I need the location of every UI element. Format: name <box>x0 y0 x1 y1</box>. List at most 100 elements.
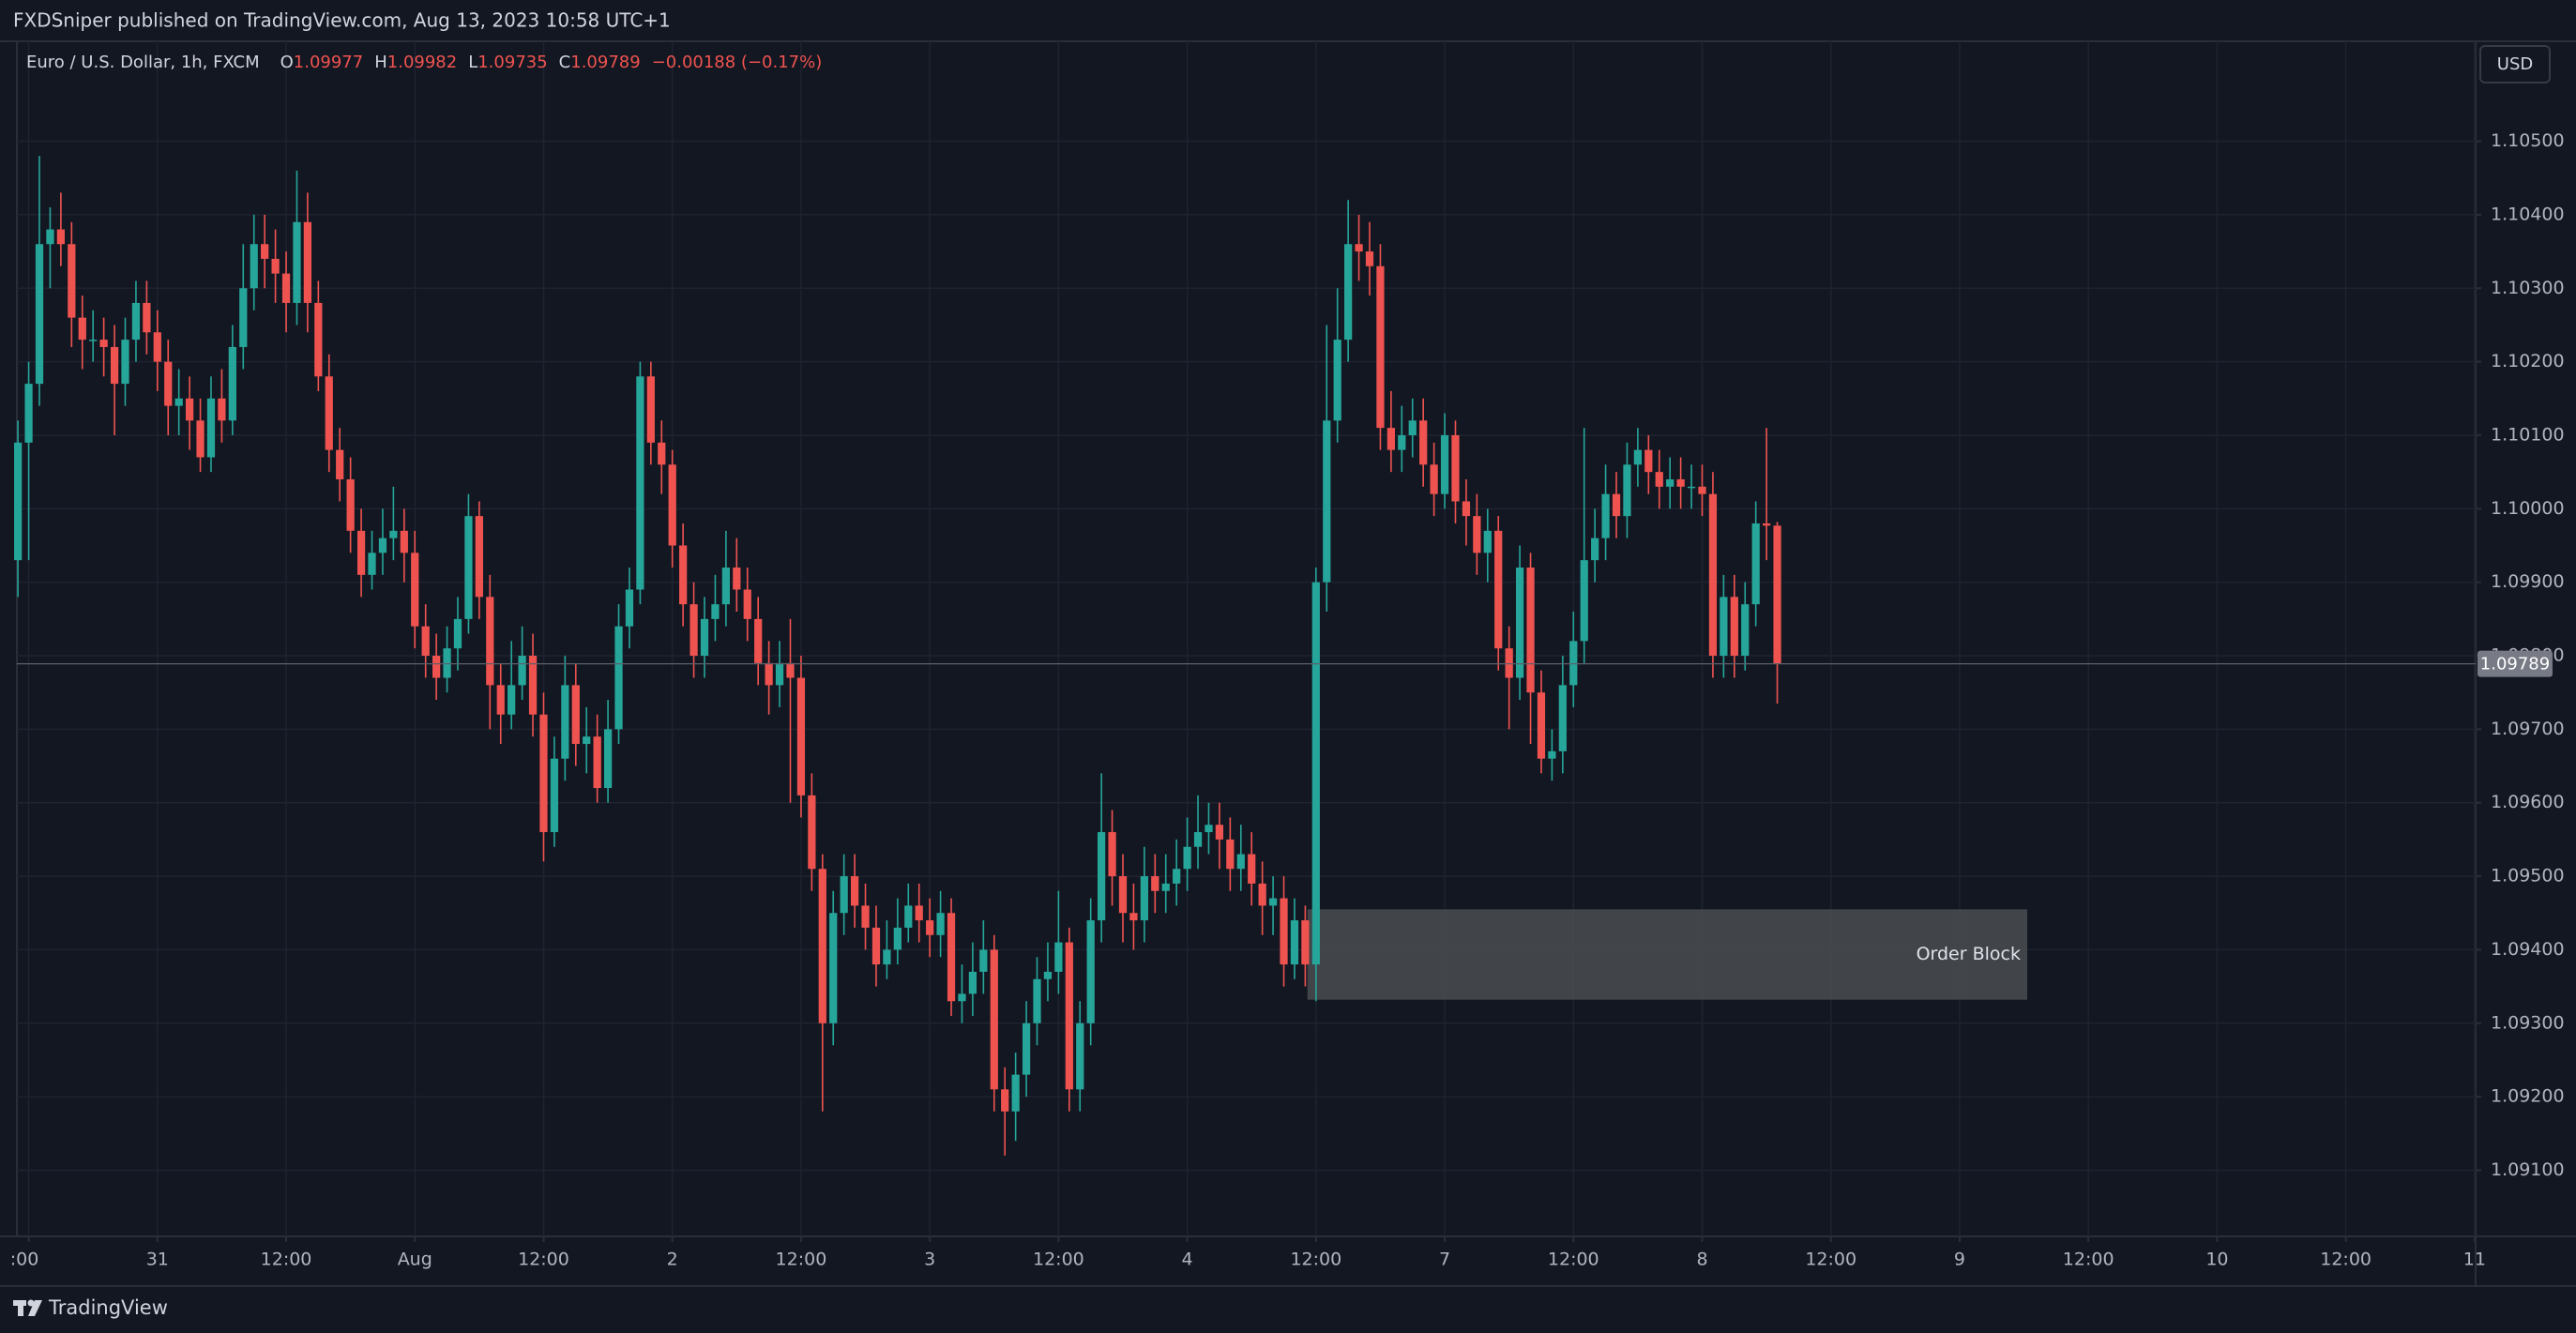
brand-logo <box>13 1299 42 1316</box>
candle-body <box>1612 493 1621 517</box>
y-tick-label: 1.09200 <box>2491 1086 2565 1107</box>
high-value: 1.09982 <box>387 53 457 72</box>
y-tick-label: 1.09400 <box>2491 939 2565 960</box>
candle-body <box>121 340 129 385</box>
candle-body <box>893 927 902 950</box>
candle-body <box>947 913 956 1002</box>
candle-body <box>883 949 891 965</box>
candle-body <box>593 736 601 789</box>
candle-body <box>583 736 591 745</box>
x-tick-label: 12:00 <box>1290 1250 1341 1270</box>
x-tick-label: 12:00 <box>261 1250 312 1270</box>
symbol: Euro / U.S. Dollar, 1h, FXCM <box>26 53 260 72</box>
candle-body <box>239 288 248 347</box>
candle-body <box>143 302 151 333</box>
logo-part <box>18 1300 23 1316</box>
candle-body <box>1323 420 1331 583</box>
currency-button[interactable] <box>2479 45 2551 83</box>
x-tick-label: 12:00 <box>2320 1250 2371 1270</box>
candle-body <box>35 244 44 385</box>
candle-body <box>1526 567 1535 693</box>
candle-body <box>668 464 676 546</box>
logo-part <box>27 1299 35 1307</box>
candle-body <box>153 332 161 362</box>
candle-body <box>1494 530 1503 649</box>
candle-body <box>131 302 141 341</box>
candle-body <box>336 449 344 479</box>
candle-body <box>1183 846 1191 870</box>
candle-body <box>775 662 784 686</box>
ohlc-letter: H <box>374 53 387 72</box>
x-tick-label: 9 <box>1954 1250 1965 1270</box>
candle-body <box>293 221 301 303</box>
x-tick-label: 12:00 <box>1548 1250 1599 1270</box>
candle-body <box>271 258 280 274</box>
candle-body <box>1633 449 1643 465</box>
candle-body <box>1580 560 1588 642</box>
candle-body <box>389 530 398 538</box>
y-tick-label: 1.10100 <box>2491 424 2565 445</box>
candle-body <box>1076 1022 1084 1090</box>
y-tick-label: 1.10500 <box>2491 130 2565 151</box>
candle-body <box>733 567 741 590</box>
candle-body <box>508 685 516 715</box>
legend: Euro / U.S. Dollar, 1h, FXCM O1.09977 H1.0… <box>26 53 822 72</box>
x-tick-label: 8 <box>1696 1250 1707 1270</box>
candle-body <box>636 376 644 590</box>
x-tick-label: 4 <box>1182 1250 1193 1270</box>
candle-body <box>808 795 816 870</box>
candle-body <box>1376 265 1385 429</box>
low-value: 1.09735 <box>477 53 547 72</box>
candle-body <box>1462 501 1471 517</box>
candle-body <box>400 530 408 553</box>
candle-body <box>1644 449 1653 473</box>
candle-body <box>1505 648 1513 678</box>
price-tag <box>2478 650 2553 677</box>
candle-body <box>1311 582 1320 965</box>
currency[interactable]: USD <box>2497 54 2533 74</box>
candle-body <box>475 516 483 598</box>
candle-body <box>528 656 538 715</box>
candle-body <box>861 905 870 928</box>
candle-body <box>1730 597 1738 657</box>
candle-body <box>1763 523 1771 526</box>
candle-body <box>303 221 312 303</box>
candle-body <box>46 229 54 245</box>
candle-body <box>1569 641 1578 686</box>
candle-body <box>1386 428 1395 450</box>
brand: TradingView <box>48 1296 168 1319</box>
candle-body <box>421 626 430 657</box>
candle-body <box>539 714 548 833</box>
candle-body <box>1483 530 1492 553</box>
candle-body <box>721 567 730 605</box>
candle-body <box>453 618 462 649</box>
candle-body <box>196 420 205 458</box>
candle-body <box>979 949 988 972</box>
x-tick-label: Aug <box>398 1250 432 1270</box>
candle-body <box>1601 493 1610 538</box>
candle-body <box>1161 883 1170 891</box>
candle-body <box>174 398 183 406</box>
x-tick-label: 31 <box>146 1250 169 1270</box>
candle-body <box>625 589 634 627</box>
publisher: FXDSniper published on TradingView.com, … <box>13 9 671 32</box>
candle-body <box>1591 538 1599 561</box>
candle-body <box>1708 493 1718 657</box>
candle-body <box>1720 597 1728 657</box>
candle-body <box>990 949 998 1090</box>
candle-body <box>1001 1089 1009 1112</box>
candle-body <box>1398 434 1406 450</box>
candle-body <box>1215 825 1224 840</box>
ohlc-letter: C <box>559 53 571 72</box>
order-block <box>1307 909 2027 1000</box>
candle-body <box>871 927 881 965</box>
x-tick-label: :00 <box>10 1250 39 1270</box>
candle-body <box>1451 434 1460 502</box>
candle-body <box>550 758 559 833</box>
candle-body <box>1655 472 1663 487</box>
candle-body <box>185 398 194 421</box>
candle-body <box>206 398 216 458</box>
candle-body <box>1687 486 1696 489</box>
candle-body <box>356 530 366 575</box>
candle-body <box>1558 685 1567 751</box>
